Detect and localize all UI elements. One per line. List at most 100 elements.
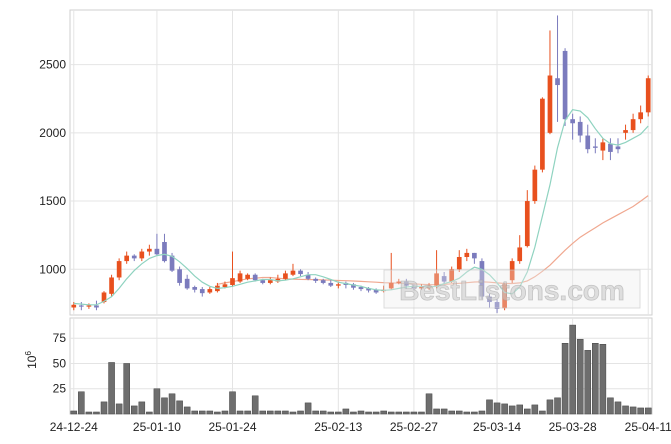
- candle-body: [305, 274, 311, 279]
- volume-y-tick-label: 50: [53, 356, 67, 370]
- candle-body: [86, 305, 92, 307]
- candle-body: [524, 201, 530, 247]
- volume-bar: [584, 350, 592, 415]
- candle-body: [169, 255, 175, 271]
- volume-bar: [644, 407, 652, 415]
- volume-bar: [569, 324, 576, 415]
- candle-body: [320, 280, 326, 283]
- candle-body: [154, 248, 160, 255]
- volume-bar: [251, 395, 259, 415]
- candle-body: [494, 302, 500, 309]
- candle-body: [124, 255, 130, 262]
- volume-bar: [123, 363, 130, 415]
- volume-bar: [531, 404, 539, 415]
- watermark: BestListons.com: [399, 275, 625, 306]
- candle-body: [479, 261, 485, 297]
- candle-body: [419, 287, 424, 289]
- volume-unit-exponent: 6: [24, 351, 33, 356]
- candle-body: [638, 112, 644, 120]
- candle-body: [328, 282, 334, 286]
- candle-body: [71, 304, 77, 308]
- candle-body: [290, 270, 296, 275]
- candle-body: [267, 280, 273, 283]
- volume-bar: [236, 410, 244, 415]
- volume-bar: [78, 391, 85, 415]
- candle-body: [449, 269, 455, 282]
- candle-body: [585, 135, 591, 150]
- candle-body: [600, 142, 606, 151]
- candle-body: [441, 276, 447, 282]
- volume-bar: [471, 411, 478, 415]
- volume-bar: [576, 338, 584, 415]
- candle-body: [237, 273, 243, 282]
- price-y-tick-label: 2000: [39, 126, 66, 140]
- volume-bar: [342, 408, 350, 415]
- candle-body: [464, 252, 470, 258]
- volume-bar: [524, 408, 531, 415]
- volume-bar: [297, 410, 304, 415]
- volume-bar: [70, 410, 78, 415]
- candle-body: [411, 285, 417, 289]
- volume-bar: [282, 410, 289, 415]
- candle-body: [547, 75, 553, 133]
- volume-bar: [229, 391, 236, 415]
- volume-bar: [501, 403, 508, 415]
- volume-bar: [425, 393, 433, 415]
- volume-bar: [561, 343, 569, 415]
- candle-body: [184, 278, 190, 289]
- candle-body: [645, 78, 651, 113]
- volume-bar: [108, 362, 115, 415]
- x-tick-label: 25-02-13: [314, 420, 362, 434]
- volume-bar: [478, 410, 486, 415]
- volume-bar: [448, 410, 455, 415]
- volume-bar: [539, 410, 546, 415]
- candle-body: [562, 50, 568, 120]
- volume-bar: [637, 407, 644, 415]
- candle-body: [366, 288, 371, 291]
- x-tick-label: 24-12-24: [50, 420, 98, 434]
- candle-body: [207, 289, 213, 293]
- candle-body: [109, 277, 114, 294]
- volume-bar: [93, 411, 100, 415]
- volume-bar: [146, 411, 153, 415]
- volume-bar: [274, 410, 282, 415]
- price-y-tick-label: 1000: [39, 262, 66, 276]
- volume-bar: [214, 411, 221, 415]
- candle-body: [570, 119, 575, 124]
- candle-body: [139, 251, 145, 259]
- volume-bar: [395, 411, 403, 415]
- ma-short-line: [73, 108, 649, 306]
- candle-body: [396, 281, 402, 283]
- volume-bar: [614, 401, 622, 415]
- volume-bar: [418, 411, 425, 415]
- candle-body: [615, 146, 621, 150]
- volume-bar: [259, 410, 267, 415]
- volume-bar: [622, 405, 629, 415]
- candle-body: [487, 296, 492, 303]
- candle-body: [335, 284, 341, 286]
- candle-body: [78, 305, 84, 307]
- volume-bar: [335, 411, 342, 415]
- x-tick-label: 25-04-11: [625, 420, 671, 434]
- candle-body: [456, 257, 462, 270]
- candle-body: [502, 284, 507, 309]
- candle-body: [358, 287, 364, 290]
- price-y-tick-label: 1500: [39, 194, 66, 208]
- price-panel: 1000 1500 2000 2500: [39, 9, 653, 316]
- candle-body: [116, 261, 122, 278]
- candle-body: [608, 143, 613, 152]
- volume-bar: [380, 410, 387, 415]
- candle-body: [388, 282, 394, 289]
- candle-body: [630, 119, 636, 131]
- volume-bar: [183, 406, 191, 415]
- volume-bar: [516, 404, 524, 415]
- volume-bar: [350, 411, 357, 415]
- volume-bar: [153, 388, 161, 415]
- candle-body: [509, 261, 515, 281]
- candle-body: [252, 274, 258, 281]
- candle-body: [192, 287, 198, 290]
- volume-bar: [221, 410, 229, 415]
- volume-y-tick-label: 25: [53, 382, 67, 396]
- volume-bar: [115, 403, 123, 415]
- volume-bar: [138, 401, 146, 415]
